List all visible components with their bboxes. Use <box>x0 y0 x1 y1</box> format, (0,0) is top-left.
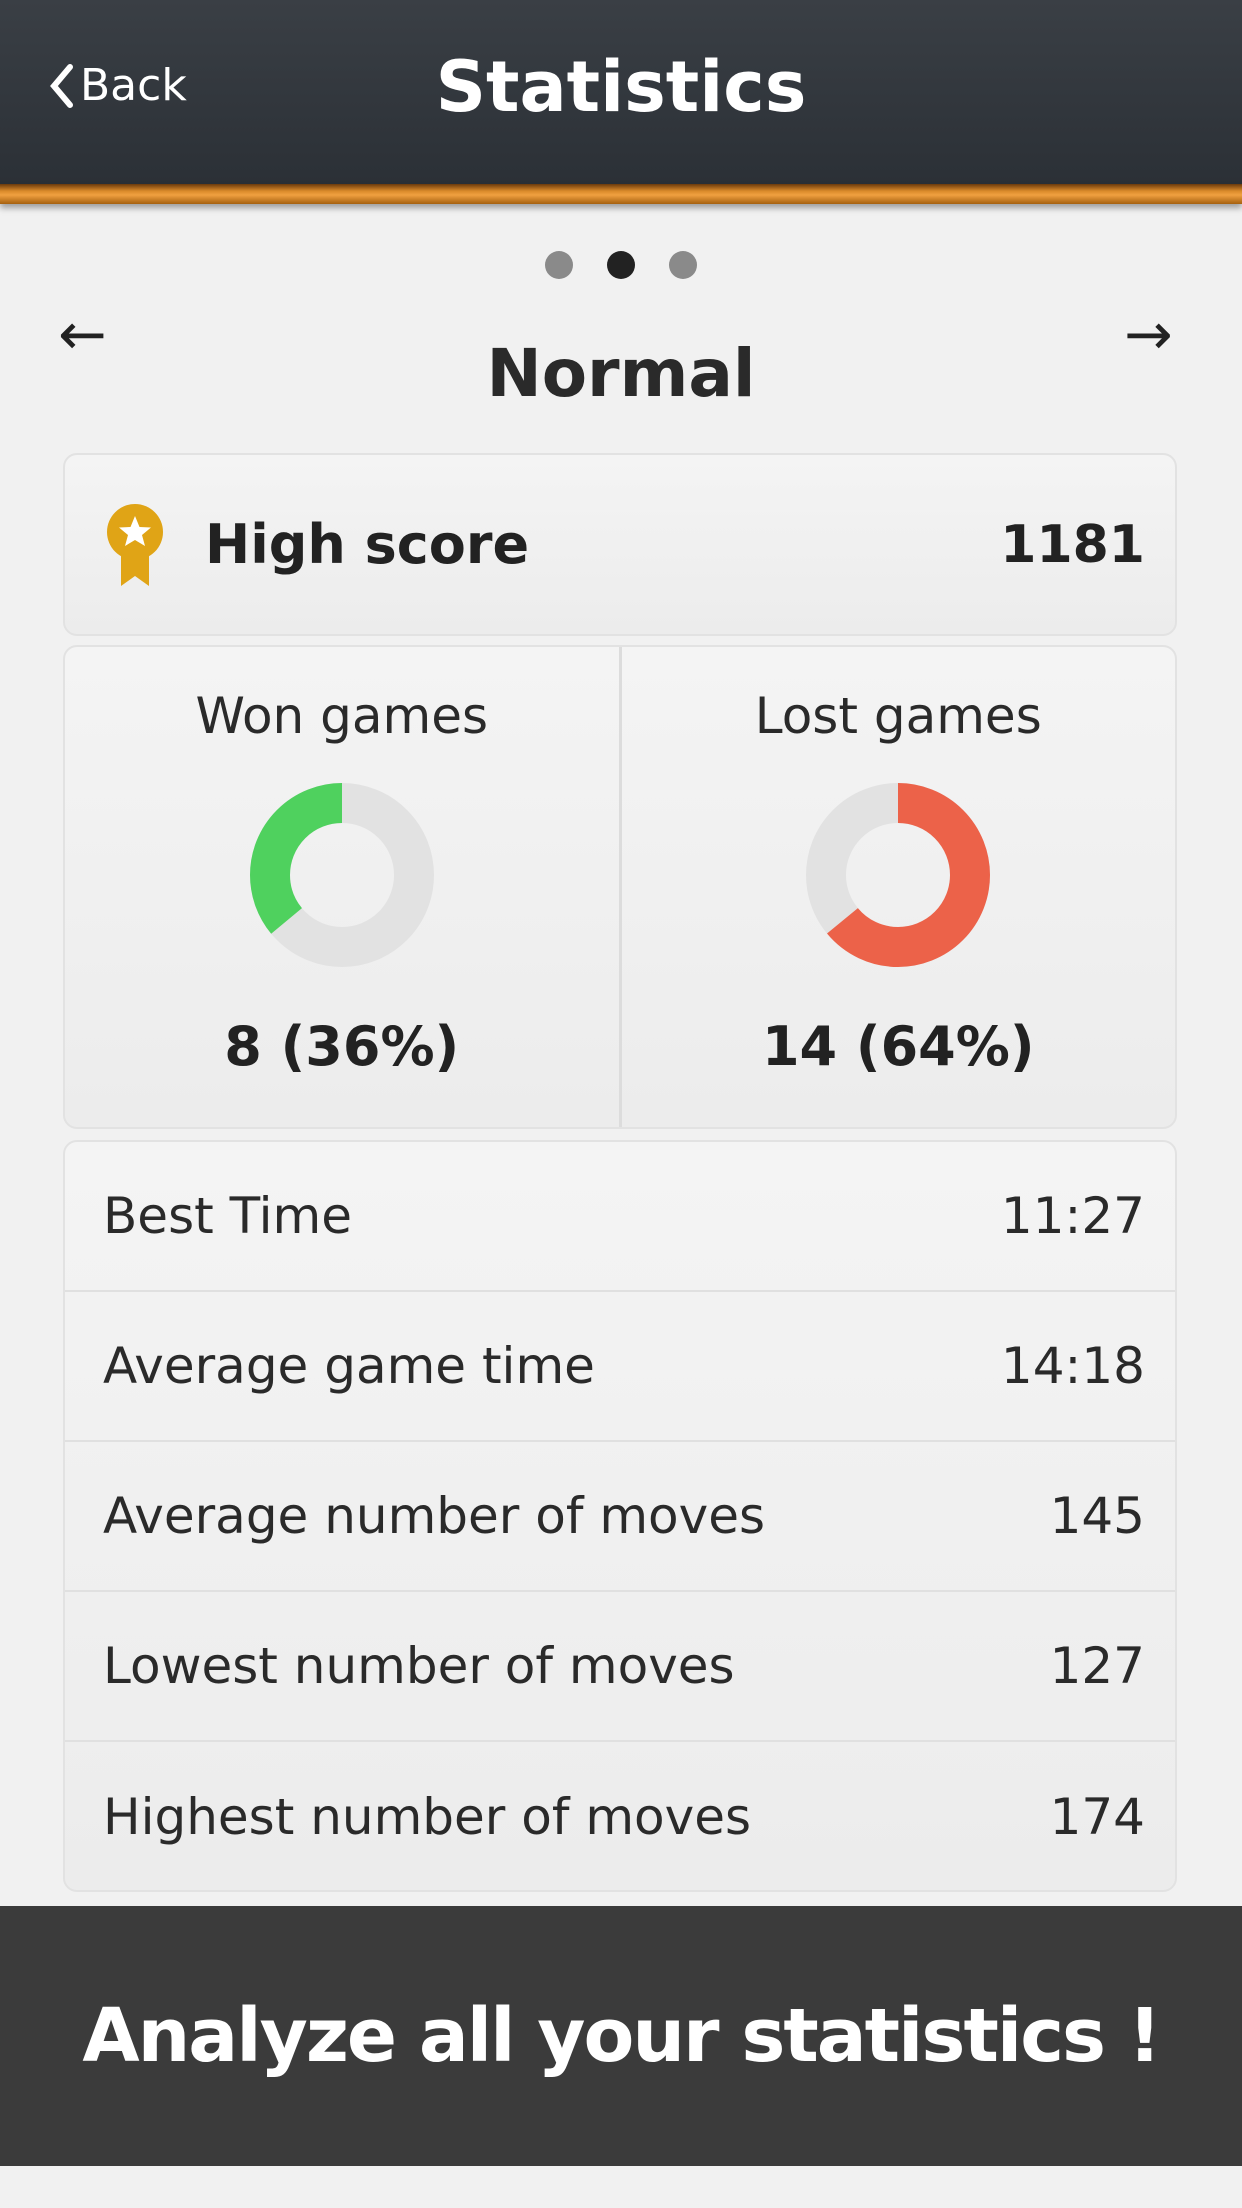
arrow-right-icon[interactable]: → <box>1124 300 1173 368</box>
won-donut <box>249 783 434 967</box>
back-button[interactable]: Back <box>48 60 187 111</box>
stat-value: 145 <box>1049 1487 1145 1545</box>
promo-banner: Analyze all your statistics ! <box>0 1906 1242 2166</box>
page-dot[interactable] <box>545 251 573 279</box>
high-score-label: High score <box>205 513 530 576</box>
back-label: Back <box>80 60 187 111</box>
arrow-left-icon[interactable]: ← <box>58 300 107 368</box>
stat-label: Highest number of moves <box>103 1788 752 1846</box>
stat-label: Best Time <box>103 1187 352 1245</box>
top-bar <box>0 0 1242 186</box>
stats-list: Best Time 11:27 Average game time 14:18 Av… <box>63 1140 1177 1892</box>
stat-label: Lowest number of moves <box>103 1637 735 1695</box>
won-donut-segment <box>249 783 434 967</box>
high-score-value: 1181 <box>1000 514 1145 575</box>
mode-title: Normal <box>486 335 756 412</box>
high-score-card: High score 1181 <box>63 453 1177 636</box>
stat-row: Average game time 14:18 <box>65 1292 1175 1442</box>
stat-label: Average game time <box>103 1337 595 1395</box>
header-stripe <box>0 184 1242 204</box>
lost-games-value: 14 (64%) <box>761 1015 1035 1078</box>
won-games-panel: Won games 8 (36%) <box>65 647 619 1127</box>
stat-row: Highest number of moves 174 <box>65 1742 1175 1892</box>
stat-row: Lowest number of moves 127 <box>65 1592 1175 1742</box>
lost-games-label: Lost games <box>754 687 1042 745</box>
promo-text: Analyze all your statistics ! <box>82 1993 1161 2079</box>
chevron-left-icon <box>50 63 73 108</box>
page-dot[interactable] <box>669 251 697 279</box>
stat-row: Best Time 11:27 <box>65 1142 1175 1292</box>
lost-games-panel: Lost games 14 (64%) <box>618 647 1176 1127</box>
stat-label: Average number of moves <box>103 1487 766 1545</box>
page-title: Statistics <box>435 46 807 128</box>
page-dot-active[interactable] <box>607 251 635 279</box>
games-card: Won games 8 (36%) Lost games 14 (64%) <box>63 645 1177 1129</box>
won-games-value: 8 (36%) <box>224 1015 460 1078</box>
lost-donut <box>806 783 991 967</box>
stat-value: 14:18 <box>1000 1337 1145 1395</box>
stat-value: 174 <box>1049 1788 1145 1846</box>
page-indicator <box>545 251 697 279</box>
medal-icon <box>107 503 163 586</box>
won-games-label: Won games <box>195 687 489 745</box>
lost-donut-segment <box>806 783 991 967</box>
stat-row: Average number of moves 145 <box>65 1442 1175 1592</box>
stat-value: 127 <box>1049 1637 1145 1695</box>
stat-value: 11:27 <box>1000 1187 1145 1245</box>
